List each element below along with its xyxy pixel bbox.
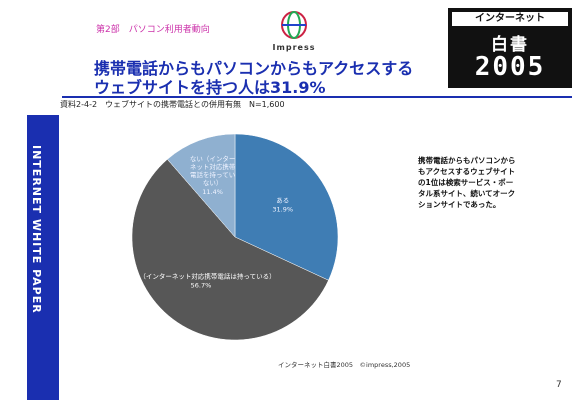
pie-slice-1: [234, 133, 339, 281]
annotation-text: 携帯電話からもパソコンからもアクセスするウェブサイトの1位は検索サービス・ポータ…: [418, 156, 516, 209]
pie-slice-3: [167, 133, 236, 238]
pie-slice-2: [131, 158, 329, 341]
slice-label-3-line-1: ない（インター: [190, 154, 236, 163]
badge-top: インターネット: [452, 12, 568, 26]
slice-value-3: 11.4%: [202, 188, 223, 196]
slice-label-1-line-1: ある: [276, 196, 289, 204]
source-credit: インターネット白書2005 ©impress,2005: [278, 361, 411, 369]
slice-label-3-line-3: 電話を持ってい: [190, 170, 235, 179]
slice-label-3-line-4: ない）: [203, 179, 223, 187]
badge-middle: 白書: [491, 35, 529, 55]
slice-label-2-line-1: ない（インターネット対応携帯電話は持っている）: [126, 271, 275, 280]
slice-value-2: 56.7%: [191, 281, 212, 289]
logo-emblem-icon: [281, 11, 307, 39]
page-title-line-1: 携帯電話からもパソコンからもアクセスする: [94, 59, 414, 78]
section-label: 第2部 パソコン利用者動向: [96, 25, 210, 35]
page-number: 7: [556, 380, 562, 390]
slice-value-1: 31.9%: [272, 205, 293, 213]
page-title-line-2: ウェブサイトを持つ人は31.9%: [94, 78, 326, 97]
slice-label-3-line-2: ネット対応携帯: [190, 162, 236, 171]
white-paper-badge: インターネット 白書 2005: [448, 8, 572, 88]
chart-caption: 資料2-4-2 ウェブサイトの携帯電話との併用有無 N=1,600: [60, 100, 285, 109]
impress-logo: Impress: [262, 10, 326, 54]
title-underline: [62, 96, 572, 98]
sidebar-band: INTERNET WHITE PAPER: [27, 115, 59, 400]
badge-year: 2005: [474, 52, 546, 82]
logo-text: Impress: [272, 43, 316, 52]
